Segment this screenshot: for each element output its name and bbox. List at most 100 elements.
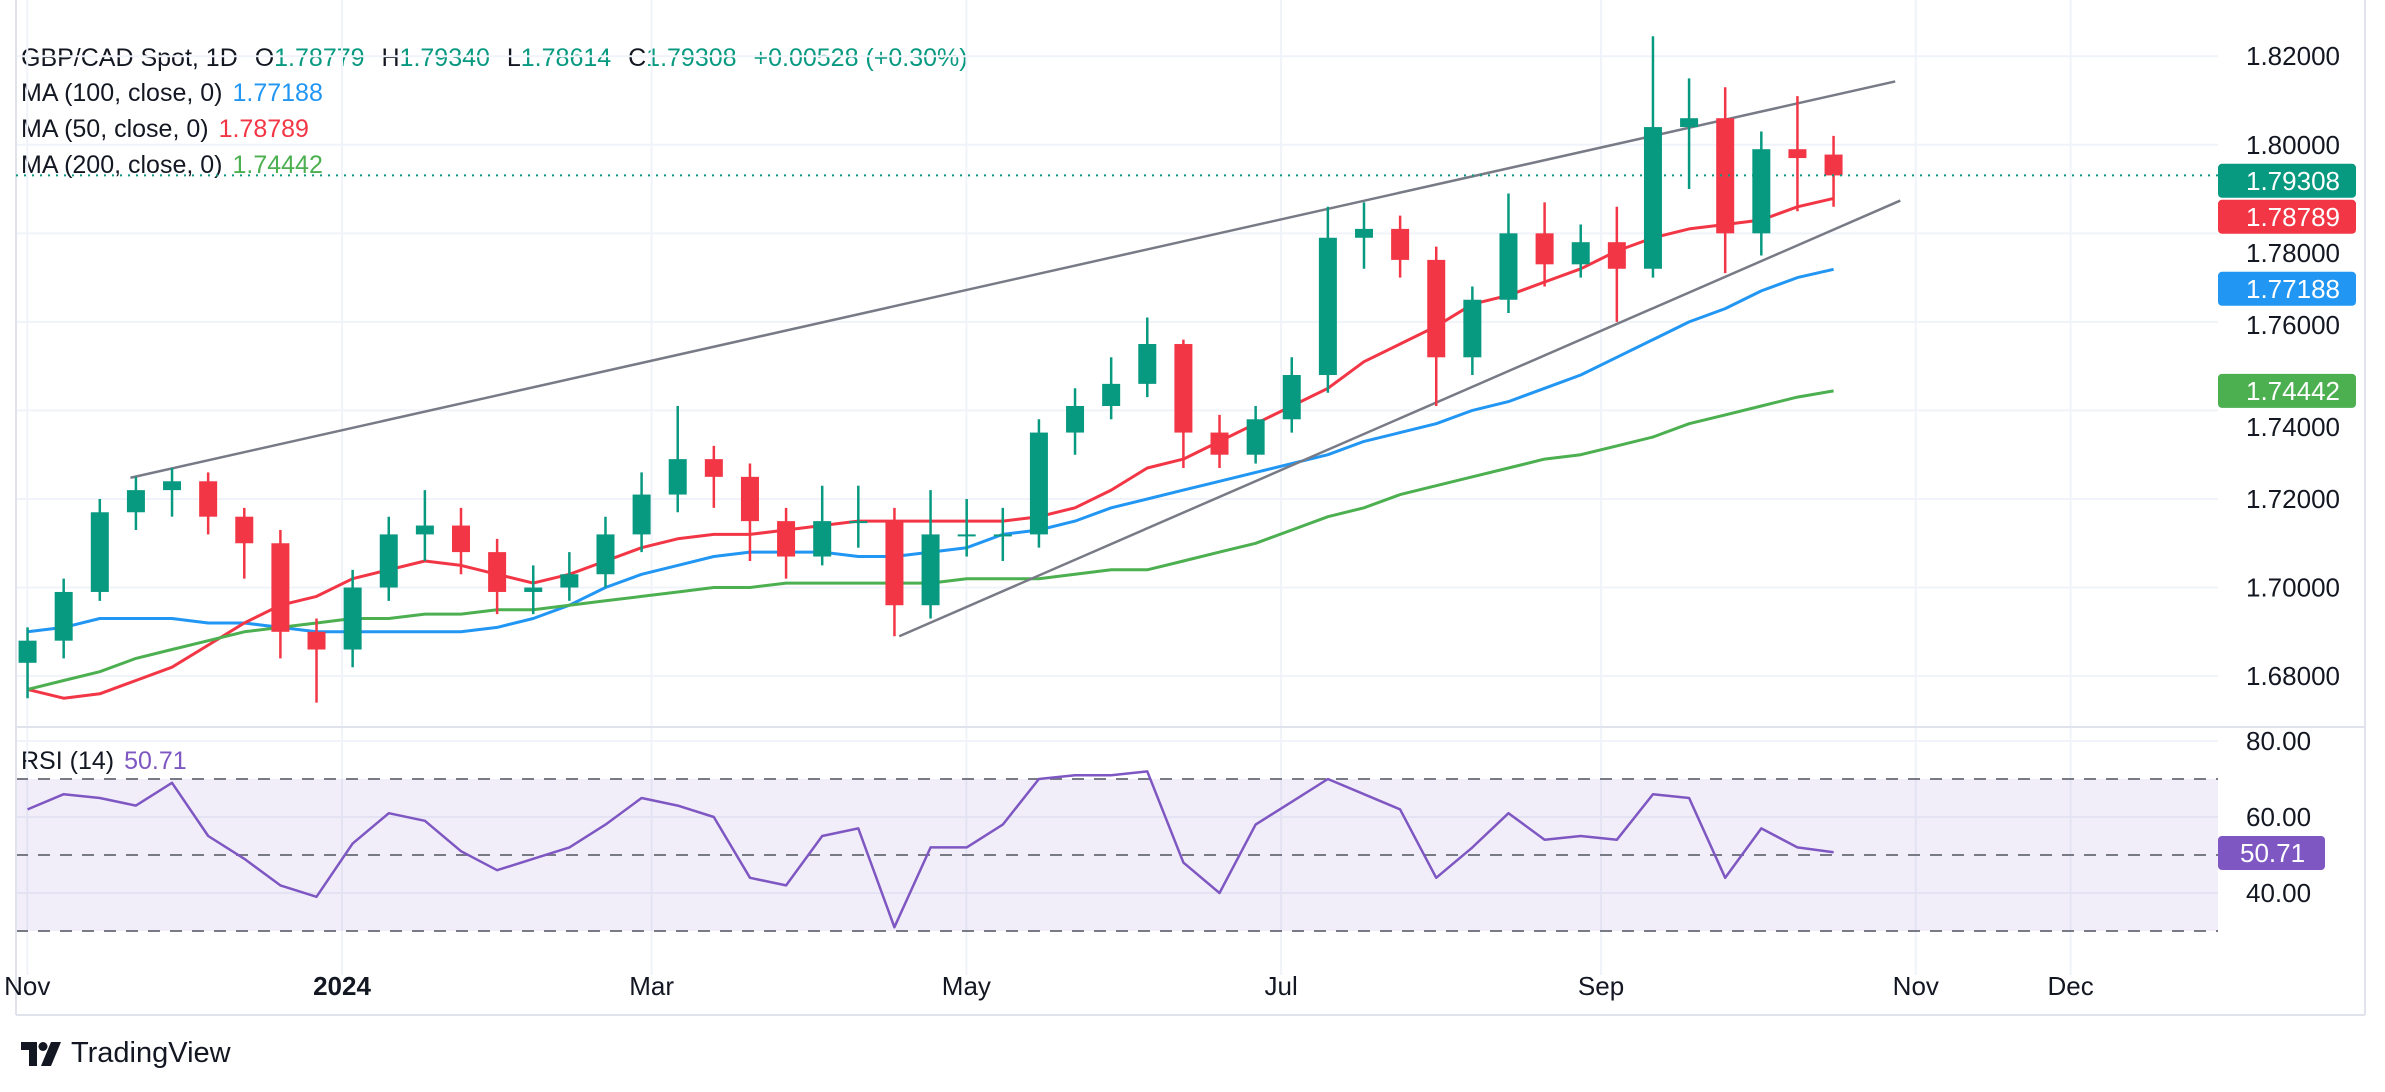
candle-body <box>1607 242 1626 269</box>
ma200-badge <box>2218 373 2356 408</box>
low-label: L <box>506 44 521 72</box>
candle-body <box>524 587 543 592</box>
ma100-legend[interactable]: MA (100, close, 0) 1.77188 <box>21 78 323 108</box>
candle-body <box>632 494 651 535</box>
time-tick-label: 2024 <box>313 971 371 1001</box>
candle-body <box>1102 383 1121 407</box>
rsi-tick-label: 80.00 <box>2246 726 2311 756</box>
candle-body <box>54 591 73 641</box>
candle-body <box>126 490 145 513</box>
candle-body <box>740 476 759 522</box>
candle-body <box>1355 228 1373 238</box>
rsi-badge-text: 50.71 <box>2240 838 2305 868</box>
ma200-legend[interactable]: MA (200, close, 0) 1.74442 <box>21 150 323 180</box>
close-label: C <box>628 44 647 72</box>
trendline-upper <box>130 80 1896 479</box>
candle-body <box>271 543 290 632</box>
time-tick-label: Dec <box>2047 971 2093 1001</box>
ma100-badge-text: 1.77188 <box>2246 274 2340 304</box>
tradingview-logo-icon <box>21 1041 61 1066</box>
time-tick-label: Nov <box>1893 971 1939 1001</box>
symbol-title: GBP/CAD Spot, 1D <box>21 44 238 72</box>
trendline-lower <box>898 199 1901 638</box>
candle-body <box>1427 259 1446 358</box>
candle-body <box>488 552 507 592</box>
candle-body <box>1282 375 1301 420</box>
candle-body <box>1680 118 1699 128</box>
candle-body <box>1535 233 1554 265</box>
candle-body <box>199 481 218 517</box>
ma200-value: 1.74442 <box>232 151 323 179</box>
price-tick-label: 1.70000 <box>2246 573 2340 603</box>
candle-body <box>1246 419 1265 455</box>
time-tick-label: Jul <box>1264 971 1297 1001</box>
candle-body <box>560 574 579 588</box>
close-value: 1.79308 <box>646 44 737 72</box>
ohlc-legend: GBP/CAD Spot, 1D O1.78779 H1.79340 L1.78… <box>21 43 968 73</box>
price-tick-label: 1.80000 <box>2246 130 2340 160</box>
ma100-badge <box>2218 271 2356 306</box>
branding-text: TradingView <box>71 1037 231 1069</box>
candle-body <box>777 521 796 557</box>
candle-body <box>1824 154 1843 176</box>
candle-body <box>813 521 832 557</box>
price-chart[interactable]: 1.82000 1.80000 1.79308 1.78789 1.78000 1.771… <box>0 0 2385 1030</box>
candle-body <box>1643 127 1662 269</box>
candle-body <box>307 631 326 650</box>
ma200-label: MA (200, close, 0) <box>21 151 223 179</box>
candle-body <box>163 481 182 491</box>
candle-body <box>704 459 723 477</box>
low-value: 1.78614 <box>520 44 612 72</box>
price-tick-label: 1.74000 <box>2246 412 2340 442</box>
ma50-legend[interactable]: MA (50, close, 0) 1.78789 <box>21 114 309 144</box>
candle-body <box>379 534 398 588</box>
ma100-value: 1.77188 <box>232 79 323 107</box>
open-value: 1.78779 <box>274 44 365 72</box>
candle-body <box>596 534 615 575</box>
rsi-legend[interactable]: RSI (14) 50.71 <box>21 746 187 776</box>
last-price-badge <box>2218 163 2356 198</box>
tradingview-branding[interactable]: TradingView <box>21 1037 231 1070</box>
candle-body <box>885 521 904 606</box>
price-pane <box>18 36 1901 703</box>
high-label: H <box>381 44 400 72</box>
time-tick-label: Mar <box>629 971 674 1001</box>
ma100-label: MA (100, close, 0) <box>21 79 223 107</box>
candle-body <box>1138 344 1157 384</box>
candle-body <box>1210 432 1229 455</box>
candle-body <box>1463 299 1482 358</box>
time-tick-label: Nov <box>4 971 50 1001</box>
candle-body <box>452 525 470 553</box>
rsi-label: RSI (14) <box>21 747 115 775</box>
change-value: +0.00528 (+0.30%) <box>753 44 968 72</box>
candle-body <box>18 640 37 663</box>
candle-body <box>1499 233 1518 300</box>
rsi-line <box>27 770 1834 929</box>
candle-body <box>1318 237 1337 376</box>
open-label: O <box>254 44 275 72</box>
candle-body <box>993 534 1012 537</box>
price-tick-label: 1.68000 <box>2246 661 2340 691</box>
high-value: 1.79340 <box>399 44 490 72</box>
candle-body <box>1174 344 1193 433</box>
candle-body <box>849 521 868 524</box>
rsi-tick-label: 40.00 <box>2246 878 2311 908</box>
rsi-badge <box>2218 836 2325 870</box>
candle-body <box>921 534 940 606</box>
price-tick-label: 1.82000 <box>2246 41 2340 71</box>
ma50-badge-text: 1.78789 <box>2246 202 2340 232</box>
candle-body <box>343 587 362 650</box>
ma200-badge-text: 1.74442 <box>2246 376 2340 406</box>
ma50-value: 1.78789 <box>218 115 309 143</box>
rsi-tick-label: 60.00 <box>2246 802 2311 832</box>
candle-body <box>957 534 976 537</box>
candle-body <box>1571 242 1590 265</box>
candle-body <box>90 512 109 592</box>
candle-body <box>668 459 687 495</box>
price-tick-label: 1.78000 <box>2246 238 2340 268</box>
price-tick-label: 1.76000 <box>2246 310 2340 340</box>
last-price-badge-text: 1.79308 <box>2246 166 2340 196</box>
candle-body <box>1391 228 1410 260</box>
candle-body <box>235 516 254 544</box>
rsi-value: 50.71 <box>124 747 187 775</box>
